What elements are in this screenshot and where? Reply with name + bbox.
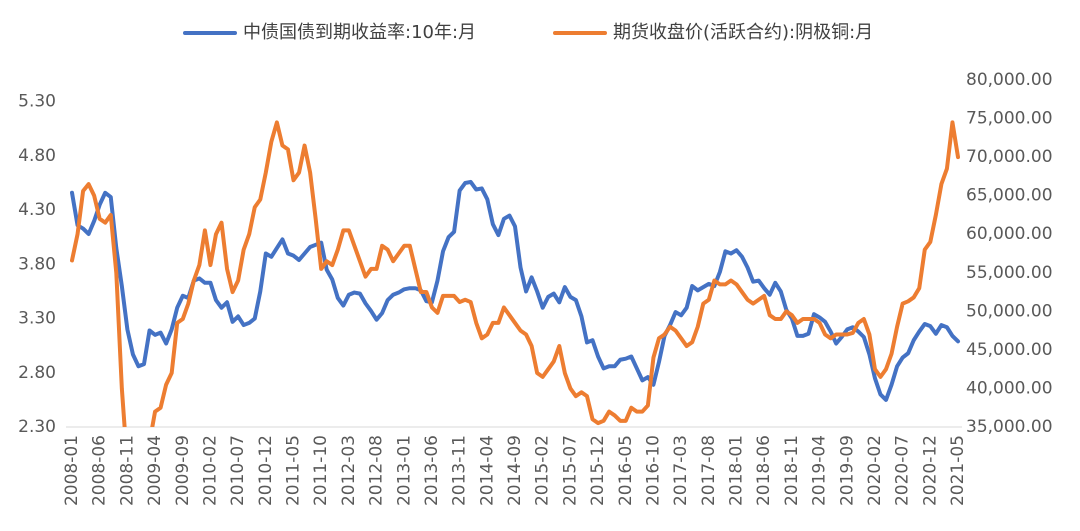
y2-tick-label: 35,000.00 [966,417,1053,437]
x-tick-label: 2010-12 [256,435,276,506]
x-tick-label: 2009-04 [145,435,165,506]
y-tick-label: 4.80 [18,146,56,166]
x-tick-label: 2015-02 [533,435,553,506]
x-tick-label: 2014-04 [477,435,497,506]
x-tick-label: 2008-01 [62,435,82,506]
y-tick-label: 2.30 [18,417,56,437]
x-tick-label: 2014-09 [505,435,525,506]
x-tick-label: 2011-10 [311,435,331,506]
legend: 中债国债到期收益率:10年:月 期货收盘价(活跃合约):阴极铜:月 [183,22,873,43]
x-tick-label: 2020-02 [865,435,885,506]
y2-tick-label: 60,000.00 [966,224,1053,244]
x-tick-label: 2013-06 [422,435,442,506]
x-tick-label: 2021-05 [948,435,968,506]
x-tick-label: 2015-07 [560,435,580,506]
y2-tick-label: 75,000.00 [966,109,1053,129]
x-tick-label: 2017-03 [671,435,691,506]
x-tick-label: 2008-11 [117,435,137,506]
y2-tick-label: 50,000.00 [966,301,1053,321]
x-tick-label: 2010-07 [228,435,248,506]
y2-tick-label: 65,000.00 [966,186,1053,206]
x-tick-label: 2008-06 [90,435,110,506]
x-tick-label: 2020-07 [893,435,913,506]
x-tick-label: 2018-01 [727,435,747,506]
x-tick-label: 2013-01 [394,435,414,506]
y2-tick-label: 40,000.00 [966,378,1053,398]
x-tick-label: 2020-12 [920,435,940,506]
x-tick-label: 2010-02 [200,435,220,506]
x-tick-label: 2019-09 [837,435,857,506]
y-tick-label: 5.30 [18,92,56,112]
series-line [70,179,960,402]
y2-tick-label: 45,000.00 [966,340,1053,360]
x-tick-label: 2009-09 [173,435,193,506]
x-tick-label: 2012-03 [339,435,359,506]
x-tick-label: 2016-10 [643,435,663,506]
x-tick-label: 2017-08 [699,435,719,506]
y2-tick-label: 80,000.00 [966,70,1053,90]
x-tick-label: 2012-08 [367,435,387,506]
x-tick-label: 2016-05 [616,435,636,506]
y-tick-label: 2.80 [18,363,56,383]
y-tick-label: 4.30 [18,200,56,220]
legend-label: 期货收盘价(活跃合约):阴极铜:月 [613,22,873,43]
axes: 2.30 2.80 3.30 3.80 4.30 4.80 5.30 35,000.00 40,… [18,70,1052,506]
series-line [70,120,960,427]
y-tick-label: 3.80 [18,254,56,274]
x-tick-label: 2018-06 [754,435,774,506]
x-tick-label: 2015-12 [588,435,608,506]
y2-tick-label: 55,000.00 [966,263,1053,283]
legend-label: 中债国债到期收益率:10年:月 [243,22,476,43]
x-tick-label: 2018-11 [782,435,802,506]
x-tick-label: 2013-11 [450,435,470,506]
plot-area [70,120,960,427]
x-tick-label: 2019-04 [810,435,830,506]
y-tick-label: 3.30 [18,309,56,329]
x-tick-label: 2011-05 [284,435,304,506]
y2-tick-label: 70,000.00 [966,147,1053,167]
